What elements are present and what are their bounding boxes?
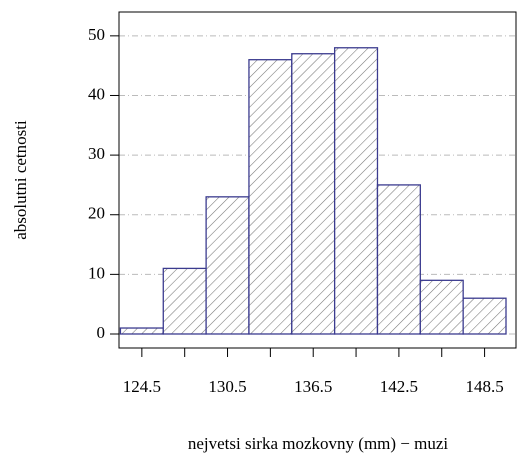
x-tick-label: 124.5 xyxy=(123,377,161,396)
y-tick-label: 30 xyxy=(88,144,105,163)
bar xyxy=(462,297,507,335)
plot-frame xyxy=(118,11,517,349)
x-axis-label: nejvetsi sirka mozkovny (mm) − muzi xyxy=(188,434,449,453)
x-tick-label: 142.5 xyxy=(380,377,418,396)
y-tick-label: 0 xyxy=(97,323,106,342)
y-tick-label: 50 xyxy=(88,25,105,44)
y-axis-label: absolutni cetnosti xyxy=(11,120,30,240)
x-tick-label: 130.5 xyxy=(208,377,246,396)
bar xyxy=(205,196,250,335)
y-tick-label: 40 xyxy=(88,84,105,103)
bar xyxy=(419,279,464,335)
bar xyxy=(162,267,207,335)
x-tick-label: 148.5 xyxy=(465,377,503,396)
y-tick-label: 10 xyxy=(88,263,105,282)
x-tick-label: 136.5 xyxy=(294,377,332,396)
y-tick-label: 20 xyxy=(88,204,105,223)
bar xyxy=(376,184,421,335)
bar xyxy=(248,59,293,335)
bar xyxy=(333,47,379,335)
bar xyxy=(291,53,336,335)
bar xyxy=(119,327,164,335)
